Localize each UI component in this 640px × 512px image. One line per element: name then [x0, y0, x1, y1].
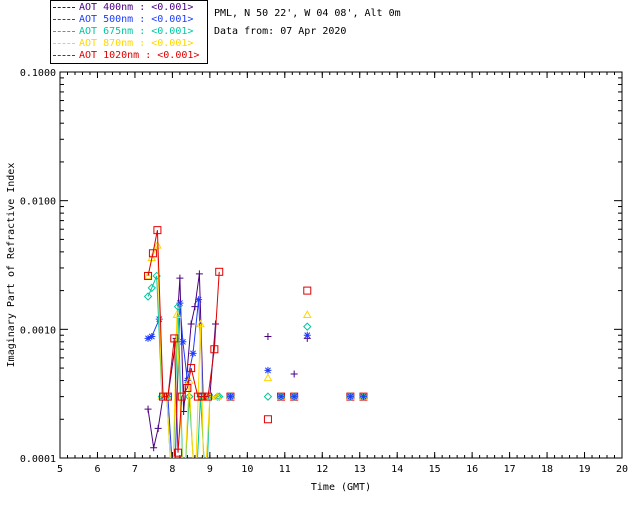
data-point [359, 393, 367, 401]
x-tick-label: 5 [57, 464, 63, 475]
legend-swatch-500nm [53, 18, 75, 20]
legend-item-500nm: AOT 500nm : <0.001> [53, 14, 193, 26]
series-line [147, 275, 220, 458]
y-tick-label: 0.0100 [20, 197, 56, 208]
legend-swatch-400nm [53, 6, 75, 8]
x-tick-label: 18 [541, 464, 553, 475]
data-point [303, 331, 311, 339]
x-tick-label: 16 [466, 464, 478, 475]
data-point [153, 240, 162, 249]
data-point [176, 274, 184, 282]
legend-item-675nm: AOT 675nm : <0.001> [53, 26, 193, 38]
data-point [290, 393, 298, 401]
data-point [264, 366, 272, 374]
legend-item-1020nm: AOT 1020nm : <0.001> [53, 50, 199, 62]
x-tick-label: 13 [354, 464, 366, 475]
data-point [263, 373, 273, 382]
x-tick-label: 11 [279, 464, 291, 475]
data-point [196, 319, 205, 328]
data-point [159, 392, 168, 401]
data-point [177, 392, 186, 401]
x-tick-label: 10 [241, 464, 253, 475]
legend: AOT 400nm : <0.001> AOT 500nm : <0.001> … [50, 0, 208, 64]
y-tick-label: 0.1000 [20, 68, 56, 79]
data-point [144, 334, 152, 342]
data-point [263, 415, 272, 424]
y-axis-label: Imaginary Part of Refractive Index [6, 163, 17, 368]
legend-item-400nm: AOT 400nm : <0.001> [53, 2, 193, 14]
data-point [303, 322, 312, 331]
series-group [143, 226, 368, 458]
data-point [176, 299, 184, 307]
site-info: PML, N 50 22', W 04 08', Alt 0m [214, 8, 401, 19]
x-tick-label: 14 [391, 464, 403, 475]
data-point [143, 292, 153, 301]
data-point [163, 392, 172, 401]
legend-item-870nm: AOT 870nm : <0.001> [53, 38, 193, 50]
data-point [195, 296, 203, 304]
extra-points [226, 392, 368, 401]
x-tick-label: 9 [207, 464, 213, 475]
data-point [144, 271, 153, 280]
data-point [147, 283, 157, 293]
series-4 [144, 226, 312, 457]
data-point [226, 393, 234, 401]
data-point [213, 392, 222, 401]
x-tick-label: 8 [169, 464, 175, 475]
data-point [195, 270, 203, 278]
x-tick-label: 7 [132, 464, 138, 475]
data-point [290, 370, 298, 378]
x-axis-label: Time (GMT) [311, 482, 371, 493]
data-point [346, 393, 354, 401]
data-point [148, 332, 156, 340]
data-point [179, 338, 187, 346]
x-tick-label: 20 [616, 464, 628, 475]
date-info: Data from: 07 Apr 2020 [214, 26, 347, 37]
x-tick-label: 12 [316, 464, 328, 475]
data-point [215, 267, 224, 276]
y-tick-label: 0.0010 [20, 325, 56, 336]
data-point [172, 310, 182, 318]
data-point [213, 392, 222, 400]
data-point [263, 392, 273, 401]
data-point [187, 364, 196, 373]
data-point [191, 303, 199, 311]
data-point [215, 392, 224, 401]
data-point [203, 392, 212, 401]
data-point [185, 392, 194, 401]
data-point [173, 302, 183, 311]
data-point [187, 320, 195, 328]
data-point [143, 271, 153, 280]
plot-area: 5 6 7 8 9 10 11 12 13 14 15 16 17 18 19 20 0.0001 0.0010 0… [6, 68, 628, 493]
data-point [150, 444, 158, 452]
data-point [303, 286, 312, 295]
data-point [144, 405, 152, 413]
x-tick-label: 19 [579, 464, 591, 475]
data-point [184, 376, 194, 384]
legend-swatch-1020nm [53, 54, 75, 56]
legend-swatch-870nm [53, 42, 75, 44]
plot-frame [59, 71, 623, 459]
data-point [154, 424, 162, 432]
x-tick-label: 17 [504, 464, 516, 475]
data-point [189, 349, 197, 357]
data-point [148, 249, 157, 258]
data-point [183, 383, 192, 392]
data-point [302, 310, 312, 318]
data-point [193, 392, 202, 401]
data-point [153, 226, 162, 235]
data-point [174, 448, 183, 457]
x-tick-label: 6 [94, 464, 100, 475]
y-tick-label: 0.0001 [20, 454, 56, 465]
data-point [198, 392, 207, 401]
data-point [210, 345, 219, 354]
data-point [277, 393, 285, 401]
data-point [170, 334, 179, 343]
legend-swatch-675nm [53, 30, 75, 32]
data-point [264, 332, 272, 340]
series-line [147, 245, 218, 458]
x-tick-label: 15 [429, 464, 441, 475]
